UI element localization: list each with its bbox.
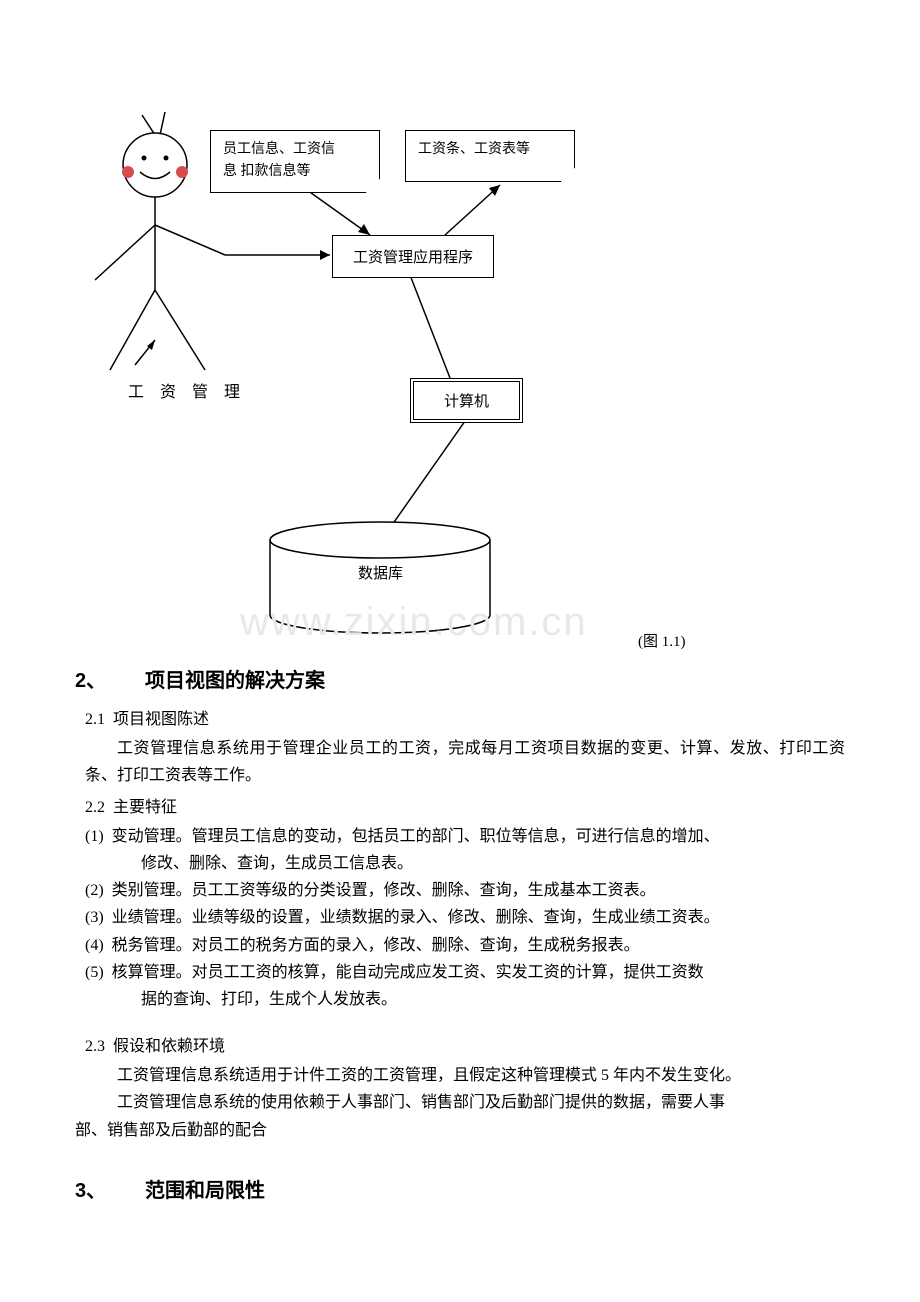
subsection-2-2: 2.2 主要特征 (85, 794, 845, 821)
line-computer-to-db (385, 414, 470, 535)
figure-caption: (图 1.1) (638, 630, 686, 651)
section-2-num: 2、 (75, 664, 145, 698)
feature-item-4: (4) 税务管理。对员工的税务方面的录入，修改、删除、查询，生成税务报表。 (85, 932, 845, 959)
diagram-container: 员工信息、工资信 息 扣款信息等 工资条、工资表等 工资管理应用程序 计算机 工… (0, 0, 920, 650)
sub-2-3-para2: 工资管理信息系统的使用依赖于人事部门、销售部门及后勤部门提供的数据，需要人事 (85, 1089, 845, 1116)
item-1-marker: (1) (85, 828, 104, 845)
subsection-2-3: 2.3 假设和依赖环境 (85, 1033, 845, 1060)
sub-2-3-title: 假设和依赖环境 (113, 1038, 225, 1055)
sub-2-3-num: 2.3 (85, 1038, 105, 1055)
sub-2-2-num: 2.2 (85, 799, 105, 816)
feature-item-5: (5) 核算管理。对员工工资的核算，能自动完成应发工资、实发工资的计算，提供工资… (85, 959, 845, 986)
computer-box: 计算机 (410, 378, 523, 423)
process-box: 工资管理应用程序 (332, 235, 494, 278)
item-2-text: 类别管理。员工工资等级的分类设置，修改、删除、查询，生成基本工资表。 (112, 882, 656, 899)
arrow-process-to-note2 (445, 185, 500, 235)
item-3-marker: (3) (85, 909, 104, 926)
subsection-2-1: 2.1 项目视图陈述 (85, 706, 845, 733)
item-1-text: 变动管理。管理员工信息的变动，包括员工的部门、职位等信息，可进行信息的增加、 (112, 828, 720, 845)
item-1-cont: 修改、删除、查询，生成员工信息表。 (85, 850, 845, 877)
item-5-text: 核算管理。对员工工资的核算，能自动完成应发工资、实发工资的计算，提供工资数 (112, 964, 704, 981)
note2-text: 工资条、工资表等 (418, 139, 562, 161)
section-3-heading: 3、范围和局限性 (75, 1174, 845, 1208)
note1-line2: 息 扣款信息等 (223, 161, 367, 183)
stick-figure-label: 工 资 管 理 (128, 378, 246, 402)
stick-figure (95, 112, 225, 370)
document-content: 2、项目视图的解决方案 2.1 项目视图陈述 工资管理信息系统用于管理企业员工的… (0, 664, 920, 1208)
item-4-marker: (4) (85, 937, 104, 954)
sub-2-3-para1: 工资管理信息系统适用于计件工资的工资管理，且假定这种管理模式 5 年内不发生变化… (85, 1062, 845, 1089)
item-4-text: 税务管理。对员工的税务方面的录入，修改、删除、查询，生成税务报表。 (112, 937, 640, 954)
section-3-num: 3、 (75, 1174, 145, 1208)
note-payslip: 工资条、工资表等 (405, 130, 575, 182)
feature-item-1: (1) 变动管理。管理员工信息的变动，包括员工的部门、职位等信息，可进行信息的增… (85, 823, 845, 850)
database-label: 数据库 (358, 562, 403, 583)
section-2-title: 项目视图的解决方案 (145, 670, 325, 692)
note1-line1: 员工信息、工资信 (223, 139, 367, 161)
sub-2-2-title: 主要特征 (113, 799, 177, 816)
item-5-marker: (5) (85, 964, 104, 981)
sub-2-1-para: 工资管理信息系统用于管理企业员工的工资，完成每月工资项目数据的变更、计算、发放、… (85, 735, 845, 789)
feature-item-2: (2) 类别管理。员工工资等级的分类设置，修改、删除、查询，生成基本工资表。 (85, 877, 845, 904)
sub-2-1-num: 2.1 (85, 711, 105, 728)
line-process-to-computer (410, 275, 450, 378)
sub-2-1-title: 项目视图陈述 (113, 711, 209, 728)
item-5-cont: 据的查询、打印，生成个人发放表。 (85, 986, 845, 1013)
diagram-svg (0, 0, 920, 650)
sub-2-3-para2-cont: 部、销售部及后勤部的配合 (75, 1117, 845, 1144)
feature-item-3: (3) 业绩管理。业绩等级的设置，业绩数据的录入、修改、删除、查询，生成业绩工资… (85, 904, 845, 931)
section-2-heading: 2、项目视图的解决方案 (75, 664, 845, 698)
section-3-title: 范围和局限性 (145, 1180, 265, 1202)
item-2-marker: (2) (85, 882, 104, 899)
note-employee-info: 员工信息、工资信 息 扣款信息等 (210, 130, 380, 193)
item-3-text: 业绩管理。业绩等级的设置，业绩数据的录入、修改、删除、查询，生成业绩工资表。 (112, 909, 720, 926)
watermark: www.zixin.com.cn (240, 600, 588, 645)
